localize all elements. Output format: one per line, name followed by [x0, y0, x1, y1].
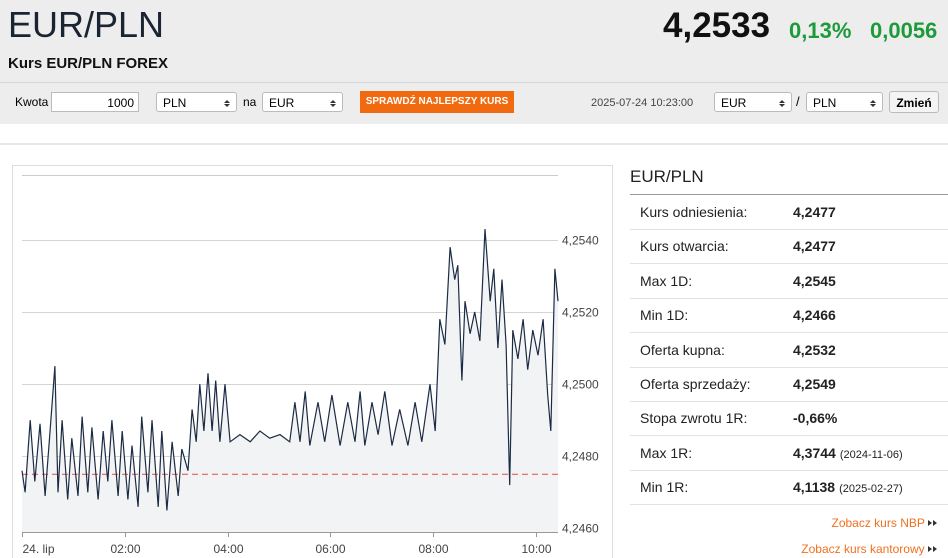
info-row: Oferta kupna: 4,2532: [630, 333, 948, 368]
info-row: Kurs otwarcia: 4,2477: [630, 229, 948, 265]
info-row: Min 1D: 4,2466: [630, 298, 948, 334]
info-row: Max 1R: 4,3744 (2024-11-06): [630, 436, 948, 471]
change: 0,0056: [870, 18, 938, 43]
nbp-link[interactable]: Zobacz kurs NBP: [832, 516, 939, 530]
from-select[interactable]: PLN: [156, 92, 237, 112]
link-text[interactable]: Zobacz kurs NBP: [831, 516, 925, 530]
kantor-link[interactable]: Zobacz kurs kantorowy: [801, 542, 938, 556]
value-text: 4,2549: [793, 376, 836, 392]
value-text: 4,2477: [793, 238, 836, 255]
info-row: Oferta sprzedaży: 4,2549: [630, 367, 948, 402]
x-tick-label: 02:00: [110, 542, 140, 556]
to-select[interactable]: EUR: [262, 92, 343, 112]
row-label: Min 1D:: [640, 307, 689, 324]
title: EUR/PLN: [8, 4, 165, 45]
row-value: 4,2532: [793, 342, 836, 358]
row-label: Max 1R:: [640, 444, 693, 461]
value-text: 4,3744: [793, 444, 836, 461]
row-value: 4,2466: [793, 307, 836, 323]
y-tick-label: 4,2500: [562, 378, 599, 392]
value-text: 4,2532: [793, 341, 836, 358]
arrow-icon: [928, 546, 937, 552]
value-text: 4,2545: [793, 272, 836, 289]
info-row: Stopa zwrotu 1R: -0,66%: [630, 401, 948, 437]
timestamp: 2025-07-24 10:23:00: [591, 97, 694, 109]
amount-input[interactable]: 1000: [51, 92, 139, 112]
y-tick-label: 4,2520: [562, 306, 599, 320]
area: [22, 229, 558, 532]
arrow-icon: [928, 520, 937, 526]
row-label: Oferta kupna:: [640, 341, 725, 358]
to-label: na: [243, 95, 257, 109]
row-value: 4,2549: [793, 376, 836, 392]
price: 4,2533: [663, 6, 771, 45]
chart: 4,2460 4,2480 4,2500 4,2520 4,2540 24. lip 02:…: [12, 165, 613, 558]
base-select[interactable]: EUR: [714, 92, 792, 112]
row-label: Stopa zwrotu 1R:: [640, 410, 748, 427]
row-value: 4,2477: [793, 204, 836, 220]
x-tick-label: 24. lip: [23, 542, 55, 556]
value-date: (2024-11-06): [839, 448, 903, 461]
separator: /: [796, 94, 800, 109]
value-text: 4,1138: [793, 479, 836, 496]
divider: [0, 82, 948, 83]
info-row: Kurs odniesienia: 4,2477: [630, 195, 948, 230]
value-text: 4,2477: [793, 204, 836, 220]
quote-select[interactable]: PLN: [806, 92, 883, 112]
row-label: Oferta sprzedaży:: [640, 376, 751, 392]
row-label: Max 1D:: [640, 272, 693, 289]
row-label: Min 1R:: [640, 479, 689, 496]
panel-rule: [630, 194, 948, 195]
subtitle: Kurs EUR/PLN FOREX: [8, 55, 169, 72]
row-value: 4,2477: [793, 238, 836, 254]
y-tick-label: 4,2540: [562, 234, 599, 248]
x-tick-label: 10:00: [521, 542, 551, 556]
row-label: Kurs otwarcia:: [640, 238, 729, 255]
info-row: Max 1D: 4,2545: [630, 264, 948, 299]
row-value: 4,3744 (2024-11-06): [793, 445, 903, 461]
row-value: -0,66%: [793, 410, 837, 426]
value-date: (2025-02-27): [839, 483, 903, 496]
divider: [0, 143, 948, 145]
x-tick-label: 08:00: [418, 542, 448, 556]
change-pct: 0,13%: [789, 18, 852, 43]
row-value: 4,2545: [793, 273, 836, 289]
value-text: 4,2466: [793, 307, 836, 324]
check-button[interactable]: SPRAWDŹ NAJLEPSZY KURS: [360, 91, 514, 113]
x-tick-label: 06:00: [315, 542, 345, 556]
y-tick-label: 4,2460: [562, 522, 599, 536]
x-tick-label: 04:00: [213, 542, 243, 556]
y-tick-label: 4,2480: [562, 450, 599, 464]
price-line: [21, 229, 559, 511]
amount-label: Kwota: [15, 95, 49, 109]
row-label: Kurs odniesienia:: [640, 204, 748, 220]
row-value: 4,1138 (2025-02-27): [793, 479, 903, 495]
link-text[interactable]: Zobacz kurs kantorowy: [801, 542, 925, 556]
info-row: Min 1R: 4,1138 (2025-02-27): [630, 470, 948, 506]
panel-title: EUR/PLN: [630, 167, 704, 186]
value-text: -0,66%: [793, 410, 838, 427]
switch-button[interactable]: Zmień: [889, 91, 939, 113]
